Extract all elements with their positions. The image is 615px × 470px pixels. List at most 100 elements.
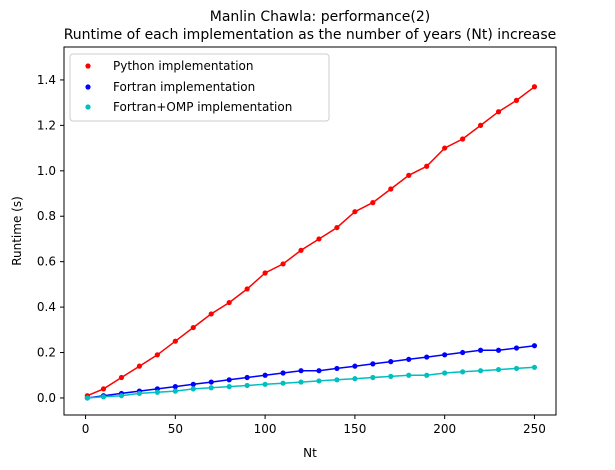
x-axis-label: Nt <box>303 446 317 460</box>
legend-label-fortran: Fortran implementation <box>113 80 255 94</box>
data-point-python <box>442 145 448 151</box>
data-point-fortran-omp <box>531 364 538 370</box>
data-point-fortran-omp <box>208 385 214 391</box>
data-point-fortran-omp <box>352 376 358 382</box>
data-point-fortran <box>424 354 430 360</box>
data-point-fortran <box>531 343 538 349</box>
data-point-fortran-omp <box>280 380 286 386</box>
legend-marker-python <box>85 63 91 69</box>
y-tick-label: 0.8 <box>37 209 56 223</box>
data-point-fortran-omp <box>118 393 125 399</box>
data-point-python <box>262 270 268 276</box>
data-point-fortran <box>442 352 448 358</box>
data-point-fortran <box>244 374 250 381</box>
data-point-fortran-omp <box>100 394 107 400</box>
data-point-fortran <box>316 368 322 374</box>
data-point-fortran <box>352 363 358 369</box>
x-tick-label: 0 <box>82 422 90 436</box>
data-point-python <box>406 172 412 178</box>
data-point-python <box>208 311 214 317</box>
data-point-fortran-omp <box>298 379 304 385</box>
data-point-python <box>460 136 466 142</box>
data-point-fortran-omp <box>136 390 143 397</box>
data-point-python <box>513 97 520 103</box>
data-point-fortran-omp <box>244 382 250 389</box>
data-point-fortran <box>370 361 376 367</box>
data-point-fortran <box>513 345 520 351</box>
data-point-fortran <box>262 372 268 378</box>
data-point-fortran <box>460 349 466 356</box>
data-point-fortran-omp <box>370 374 376 381</box>
data-points-layer <box>84 84 538 401</box>
data-point-fortran <box>190 381 196 387</box>
data-point-python <box>424 163 430 169</box>
data-point-fortran-omp <box>406 372 412 378</box>
data-point-python <box>370 200 376 206</box>
data-point-fortran <box>280 370 286 376</box>
chart-subtitle: Runtime of each implementation as the nu… <box>64 27 557 43</box>
data-point-python <box>190 324 196 331</box>
data-point-fortran-omp <box>334 377 340 383</box>
data-point-fortran <box>172 384 178 390</box>
legend-label-fortran-omp: Fortran+OMP implementation <box>113 100 292 114</box>
data-point-python <box>334 224 340 231</box>
data-point-fortran-omp <box>424 372 430 378</box>
data-point-fortran <box>298 368 304 374</box>
data-point-fortran-omp <box>226 384 232 390</box>
y-tick-label: 0.2 <box>37 346 56 360</box>
x-tick-label: 50 <box>168 422 183 436</box>
data-point-python <box>244 286 250 292</box>
x-tick-label: 250 <box>523 422 546 436</box>
legend: Python implementation Fortran implementa… <box>69 53 330 122</box>
y-tick-label: 0.6 <box>37 255 56 269</box>
data-point-fortran-omp <box>262 381 268 387</box>
y-tick-label: 0.0 <box>37 391 56 405</box>
data-point-python <box>118 374 125 381</box>
legend-marker-fortran <box>85 84 91 90</box>
series-line-fortran <box>87 344 535 399</box>
series-line-fortran-omp <box>87 366 535 399</box>
y-tick-label: 1.4 <box>37 73 56 87</box>
data-point-python <box>226 299 232 306</box>
data-point-python <box>154 352 160 358</box>
data-point-fortran-omp <box>84 395 90 401</box>
data-point-python <box>172 338 178 344</box>
data-point-fortran-omp <box>316 378 322 384</box>
data-point-fortran-omp <box>477 368 484 374</box>
legend-box <box>69 53 330 122</box>
data-point-fortran <box>334 365 340 372</box>
data-point-python <box>280 261 286 267</box>
data-point-fortran <box>495 347 502 353</box>
data-point-fortran <box>406 356 412 362</box>
data-point-fortran-omp <box>495 366 502 373</box>
legend-label-python: Python implementation <box>113 59 254 73</box>
ticks-layer: 0 50 100 150 200 250 0.0 0.2 0.4 0.6 0.8 1.0 1.2 1.4 <box>37 73 546 436</box>
data-point-python <box>136 363 143 369</box>
x-tick-label: 200 <box>433 422 456 436</box>
x-tick-label: 150 <box>343 422 366 436</box>
data-point-python <box>352 209 358 215</box>
data-point-fortran-omp <box>513 365 520 372</box>
series-line-python <box>87 86 535 397</box>
y-tick-label: 0.4 <box>37 300 56 314</box>
data-point-python <box>388 186 394 192</box>
data-point-python <box>100 386 107 392</box>
data-point-fortran-omp <box>154 389 160 395</box>
data-point-fortran <box>477 347 484 353</box>
chart-title: Manlin Chawla: performance(2) <box>210 9 430 25</box>
y-tick-label: 1.2 <box>37 118 56 132</box>
data-point-fortran-omp <box>442 370 448 376</box>
data-point-fortran <box>208 379 214 385</box>
y-tick-label: 1.0 <box>37 164 56 178</box>
y-axis-label: Runtime (s) <box>10 196 24 266</box>
data-point-python <box>495 109 502 115</box>
x-tick-label: 100 <box>254 422 277 436</box>
data-point-fortran-omp <box>172 388 178 394</box>
data-point-python <box>316 236 322 242</box>
data-point-fortran <box>388 359 394 365</box>
data-point-fortran-omp <box>190 386 196 392</box>
data-point-python <box>298 247 304 253</box>
data-point-python <box>477 122 484 128</box>
data-point-python <box>531 84 538 90</box>
